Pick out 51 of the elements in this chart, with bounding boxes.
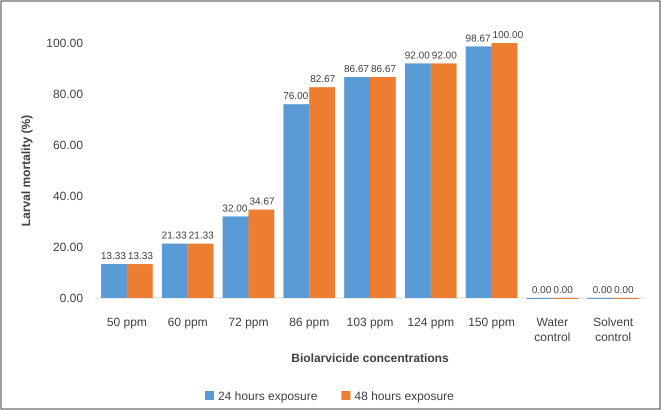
data-label: 98.67 [466,33,491,44]
bar [101,264,127,298]
x-tick-label: 72 ppm [228,315,268,329]
data-label: 13.33 [128,251,154,262]
x-tick-label: 86 ppm [289,315,330,329]
y-axis-title: Larval mortality (%) [19,114,33,226]
data-label: 21.33 [162,230,188,242]
bar [370,76,396,298]
data-label: 86.67 [371,64,396,75]
x-tick-label: 50 ppm [106,315,147,329]
data-label: 13.33 [100,251,126,262]
data-label: 0.00 [553,285,574,296]
bar [430,63,457,298]
bar [248,210,274,298]
bar [466,46,492,298]
y-tick-label: 20.00 [52,240,84,254]
data-label: 0.00 [532,285,552,296]
bar [344,76,370,298]
y-tick-label: 100.00 [46,36,84,50]
data-label: 34.67 [249,196,275,208]
bar [404,63,431,298]
bar [222,216,248,298]
x-tick-label: 124 ppm [407,315,454,329]
bar [126,264,153,298]
y-tick-label: 0.00 [60,290,84,305]
data-label: 76.00 [283,91,309,102]
data-label: 92.00 [404,50,430,62]
bar [162,244,188,298]
data-label: 0.00 [614,285,634,296]
x-tick-label: 150 ppm [468,315,515,329]
x-tick-label: Solvent control [593,315,634,344]
bar [283,104,310,298]
data-label: 32.00 [222,203,248,214]
legend-label: 48 hours exposure [354,389,454,403]
bar [188,244,214,298]
y-tick-label: 80.00 [52,86,84,101]
bar [492,43,518,298]
legend-label: 24 hours exposure [218,389,318,403]
x-tick-label: 60 ppm [168,315,208,329]
y-tick-label: 60.00 [52,138,84,152]
data-label: 86.67 [344,64,370,75]
y-tick-label: 40.00 [52,188,84,203]
data-label: 21.33 [188,230,214,242]
x-tick-label: Water control [534,315,570,344]
data-label: 82.67 [310,74,336,86]
data-label: 92.00 [432,50,458,62]
data-label: 100.00 [492,30,524,41]
x-tick-label: 103 ppm [346,315,394,329]
x-axis-title: Biolarvicide concentrations [291,351,450,365]
data-label: 0.00 [592,285,613,296]
bar [309,87,336,298]
